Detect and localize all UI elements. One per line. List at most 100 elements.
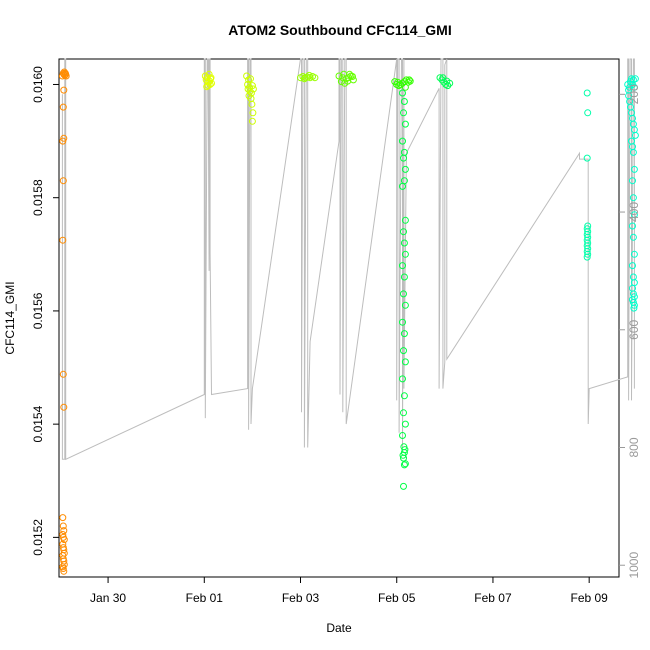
data-point xyxy=(401,165,409,173)
data-point xyxy=(401,120,409,128)
data-point xyxy=(62,72,70,80)
data-point xyxy=(400,154,407,162)
data-point xyxy=(60,86,68,94)
data-point xyxy=(630,304,638,312)
data-point xyxy=(394,78,402,86)
data-point xyxy=(583,154,591,162)
data-point xyxy=(401,460,409,468)
data-point xyxy=(203,83,211,91)
data-point xyxy=(399,182,406,190)
data-point xyxy=(207,75,214,83)
data-point xyxy=(401,301,409,309)
y-tick-label: 0.0158 xyxy=(31,179,45,216)
data-point xyxy=(59,236,67,244)
data-point xyxy=(204,82,212,90)
data-point xyxy=(249,109,257,117)
x-tick-label: Feb 09 xyxy=(570,591,608,605)
data-point xyxy=(399,89,406,97)
y2-tick-label: 600 xyxy=(627,319,641,339)
x-tick-label: Jan 30 xyxy=(90,591,126,605)
data-point xyxy=(248,117,256,125)
data-point xyxy=(60,134,68,142)
data-point xyxy=(629,194,637,202)
data-point xyxy=(400,461,408,469)
data-point xyxy=(630,301,638,309)
data-point xyxy=(400,239,408,247)
data-point xyxy=(59,565,67,572)
y2-axis: 200 400 600 800 1000 xyxy=(619,84,641,579)
data-point xyxy=(60,536,68,544)
data-point xyxy=(400,347,407,355)
data-point xyxy=(401,358,409,366)
data-point xyxy=(399,137,406,145)
x-tick-label: Feb 05 xyxy=(378,591,416,605)
data-point xyxy=(400,330,408,338)
data-point xyxy=(349,73,356,80)
data-point xyxy=(335,72,343,80)
data-point xyxy=(405,76,413,84)
data-point xyxy=(400,228,407,236)
data-point xyxy=(244,85,252,93)
data-point xyxy=(584,250,592,258)
x-tick-label: Feb 07 xyxy=(474,591,512,605)
data-point xyxy=(406,77,414,85)
data-point xyxy=(59,177,67,185)
data-point xyxy=(60,527,68,535)
data-point xyxy=(402,76,410,84)
data-point xyxy=(631,131,639,139)
data-point xyxy=(443,77,451,85)
data-point xyxy=(305,71,313,79)
y-tick-label: 0.0152 xyxy=(31,519,45,556)
data-point xyxy=(629,148,637,156)
data-point xyxy=(60,403,68,411)
y2-tick-label: 200 xyxy=(627,84,641,104)
data-point xyxy=(399,262,406,270)
data-points xyxy=(58,68,639,575)
data-point xyxy=(248,82,256,90)
x-tick-label: Feb 01 xyxy=(186,591,224,605)
data-point xyxy=(629,177,636,185)
chart-title: ATOM2 Southbound CFC114_GMI xyxy=(228,22,452,38)
y-axis: 0.0152 0.0154 0.0156 0.0158 0.0160 xyxy=(31,66,59,556)
data-point xyxy=(341,79,349,87)
data-point xyxy=(401,420,409,428)
data-point xyxy=(436,74,444,82)
x-tick-label: Feb 03 xyxy=(282,591,320,605)
data-point xyxy=(400,482,407,490)
y-tick-label: 0.0154 xyxy=(31,405,45,442)
y2-tick-label: 800 xyxy=(627,437,641,457)
data-point xyxy=(400,409,407,417)
y2-tick-label: 1000 xyxy=(627,552,641,579)
y2-tick-label: 400 xyxy=(627,202,641,222)
data-point xyxy=(205,70,213,78)
data-point xyxy=(583,89,591,97)
data-point xyxy=(249,85,257,93)
data-point xyxy=(629,222,636,230)
data-point xyxy=(583,253,591,261)
data-point xyxy=(400,273,408,281)
data-point xyxy=(630,211,638,219)
data-point xyxy=(401,83,409,91)
altitude-trace xyxy=(61,58,635,461)
data-point xyxy=(584,109,592,117)
data-point xyxy=(401,446,409,454)
data-point xyxy=(59,514,67,522)
data-point xyxy=(401,250,409,258)
data-point xyxy=(629,233,637,241)
data-point xyxy=(59,531,67,538)
data-point xyxy=(247,75,254,83)
data-point xyxy=(59,103,67,111)
data-point xyxy=(59,522,67,530)
data-point xyxy=(444,82,452,90)
data-point xyxy=(399,375,406,383)
data-point xyxy=(399,318,406,326)
y-tick-label: 0.0160 xyxy=(31,66,45,103)
data-point xyxy=(400,392,408,400)
data-point xyxy=(401,216,409,224)
altitude-line xyxy=(61,58,635,461)
data-point xyxy=(400,290,407,298)
x-axis-label: Date xyxy=(326,621,352,635)
y-tick-label: 0.0156 xyxy=(31,292,45,329)
data-point xyxy=(439,74,447,82)
